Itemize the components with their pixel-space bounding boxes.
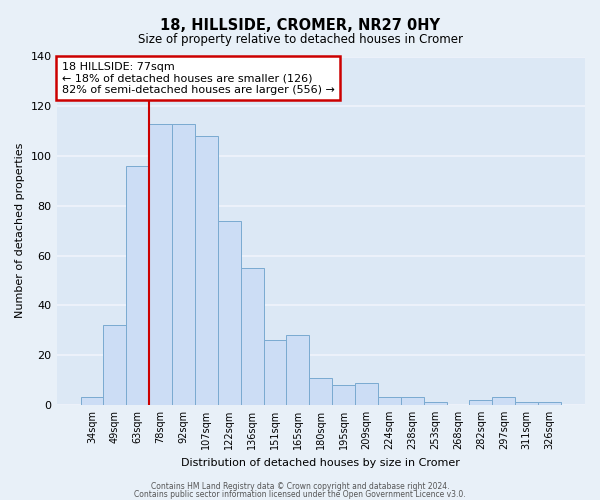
Bar (355, 382, 378, 405)
Bar (515, 402, 538, 405)
Bar (469, 400, 493, 405)
Bar (401, 398, 424, 405)
Bar (424, 402, 446, 405)
Text: 18 HILLSIDE: 77sqm
← 18% of detached houses are smaller (126)
82% of semi-detach: 18 HILLSIDE: 77sqm ← 18% of detached hou… (62, 62, 335, 95)
Bar (332, 385, 355, 405)
Bar (310, 378, 332, 405)
Bar (149, 124, 172, 405)
X-axis label: Distribution of detached houses by size in Cromer: Distribution of detached houses by size … (181, 458, 460, 468)
Bar (172, 124, 195, 405)
Bar (218, 221, 241, 405)
Bar (378, 398, 401, 405)
Bar (195, 136, 218, 405)
Bar (103, 326, 127, 405)
Bar (538, 402, 561, 405)
Text: Contains public sector information licensed under the Open Government Licence v3: Contains public sector information licen… (134, 490, 466, 499)
Bar (286, 335, 310, 405)
Bar (263, 340, 286, 405)
Bar (241, 268, 263, 405)
Bar (493, 398, 515, 405)
Bar (80, 398, 103, 405)
Text: Contains HM Land Registry data © Crown copyright and database right 2024.: Contains HM Land Registry data © Crown c… (151, 482, 449, 491)
Y-axis label: Number of detached properties: Number of detached properties (15, 143, 25, 318)
Text: Size of property relative to detached houses in Cromer: Size of property relative to detached ho… (137, 32, 463, 46)
Text: 18, HILLSIDE, CROMER, NR27 0HY: 18, HILLSIDE, CROMER, NR27 0HY (160, 18, 440, 32)
Bar (127, 166, 149, 405)
